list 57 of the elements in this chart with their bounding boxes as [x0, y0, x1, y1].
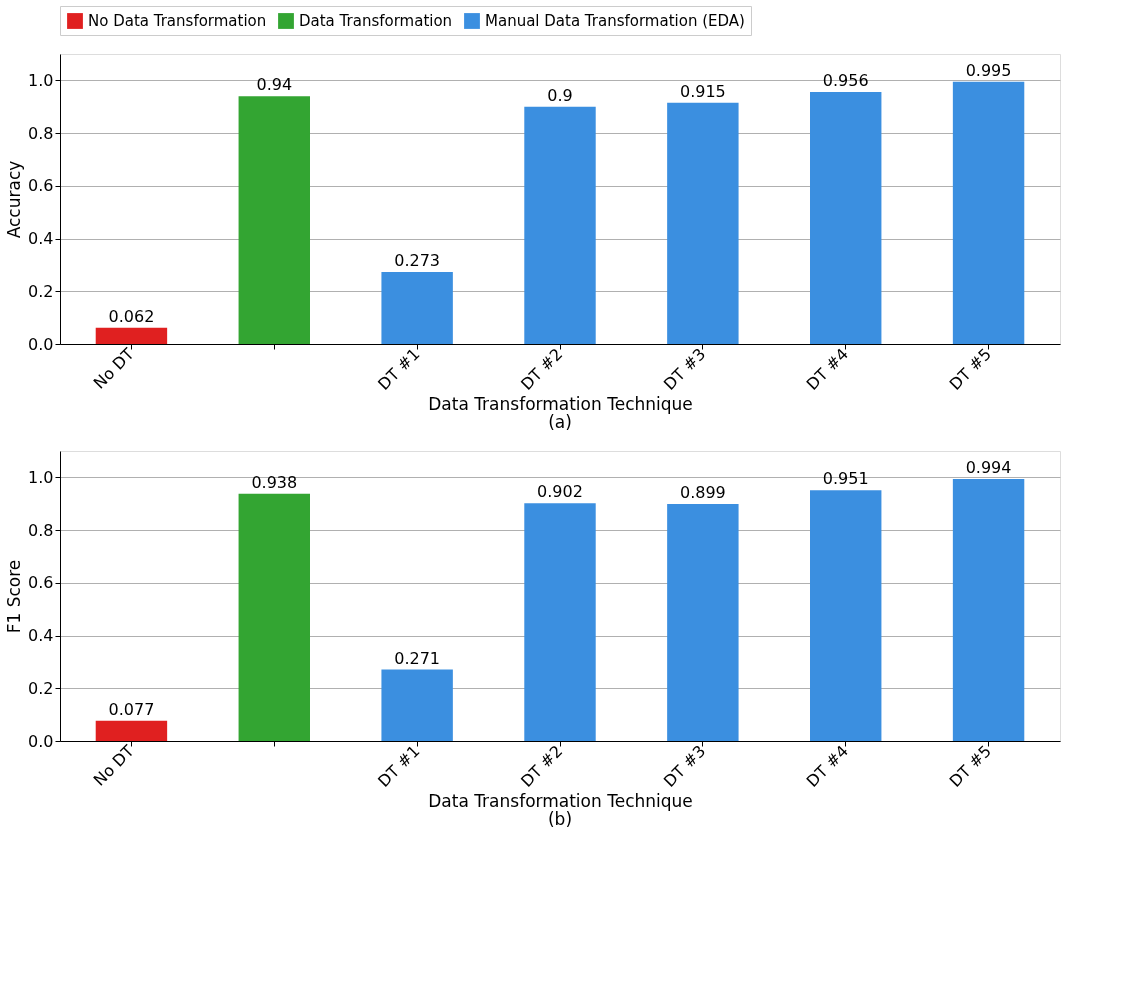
data-label: 0.94: [256, 75, 293, 95]
x-tick-label: DT #3: [659, 344, 710, 394]
y-tick-label: 1.0: [28, 467, 54, 487]
data-label: 0.899: [679, 482, 726, 502]
y-tick-label: 0.4: [28, 229, 54, 249]
x-tick-label: No DT: [89, 344, 138, 393]
bar: [381, 669, 453, 741]
bar: [810, 490, 882, 741]
legend-label: No Data Transformation: [88, 12, 267, 30]
x-tick-label: DT #4: [802, 741, 853, 791]
x-tick-label: DT #5: [945, 344, 995, 394]
y-tick-label: 0.6: [28, 176, 54, 196]
x-tick-label: DT #1: [374, 741, 424, 791]
y-tick-label: 0.8: [28, 520, 54, 540]
x-tick-label: DT #2: [517, 344, 567, 394]
data-label: 0.915: [679, 81, 726, 101]
bar: [238, 493, 310, 741]
y-axis-title: F1 Score: [4, 559, 25, 634]
bar: [238, 96, 310, 344]
data-label: 0.938: [251, 472, 298, 492]
data-label: 0.271: [394, 648, 441, 668]
legend-label: Manual Data Transformation (EDA): [485, 12, 745, 30]
y-tick-label: 0.0: [28, 731, 54, 751]
bar: [95, 327, 168, 344]
data-label: 0.062: [108, 306, 155, 326]
x-tick-label: No DT: [89, 741, 138, 790]
bar: [95, 720, 168, 741]
y-tick-label: 0.2: [28, 678, 54, 698]
data-label: 0.273: [394, 251, 441, 271]
x-tick-label: DT #5: [945, 741, 995, 791]
y-tick-label: 0.2: [28, 281, 54, 301]
data-label: 0.9: [547, 85, 573, 105]
data-label: 0.994: [965, 457, 1012, 477]
bar: [810, 91, 882, 344]
y-tick-label: 0.8: [28, 123, 54, 143]
bar: [667, 503, 739, 741]
x-tick-label: DT #3: [659, 741, 710, 791]
y-tick-label: 0.6: [28, 573, 54, 593]
data-label: 0.902: [537, 482, 583, 502]
bar: [381, 272, 453, 344]
y-tick-label: 1.0: [28, 70, 54, 90]
data-label: 0.956: [822, 70, 869, 90]
x-tick-label: DT #2: [517, 741, 567, 791]
data-label: 0.995: [965, 60, 1012, 80]
x-tick-label: DT #4: [802, 344, 853, 394]
bar: [667, 102, 739, 344]
y-tick-label: 0.0: [28, 334, 54, 354]
y-axis-title: Accuracy: [4, 160, 25, 239]
y-tick-label: 0.4: [28, 626, 54, 646]
bar: [952, 478, 1025, 741]
bar: [952, 81, 1025, 344]
x-tick-label: DT #1: [374, 344, 424, 394]
legend-label: Data Transformation: [299, 12, 453, 30]
bar: [524, 503, 596, 741]
data-label: 0.951: [822, 469, 869, 489]
bar: [524, 106, 596, 344]
data-label: 0.077: [108, 699, 155, 719]
